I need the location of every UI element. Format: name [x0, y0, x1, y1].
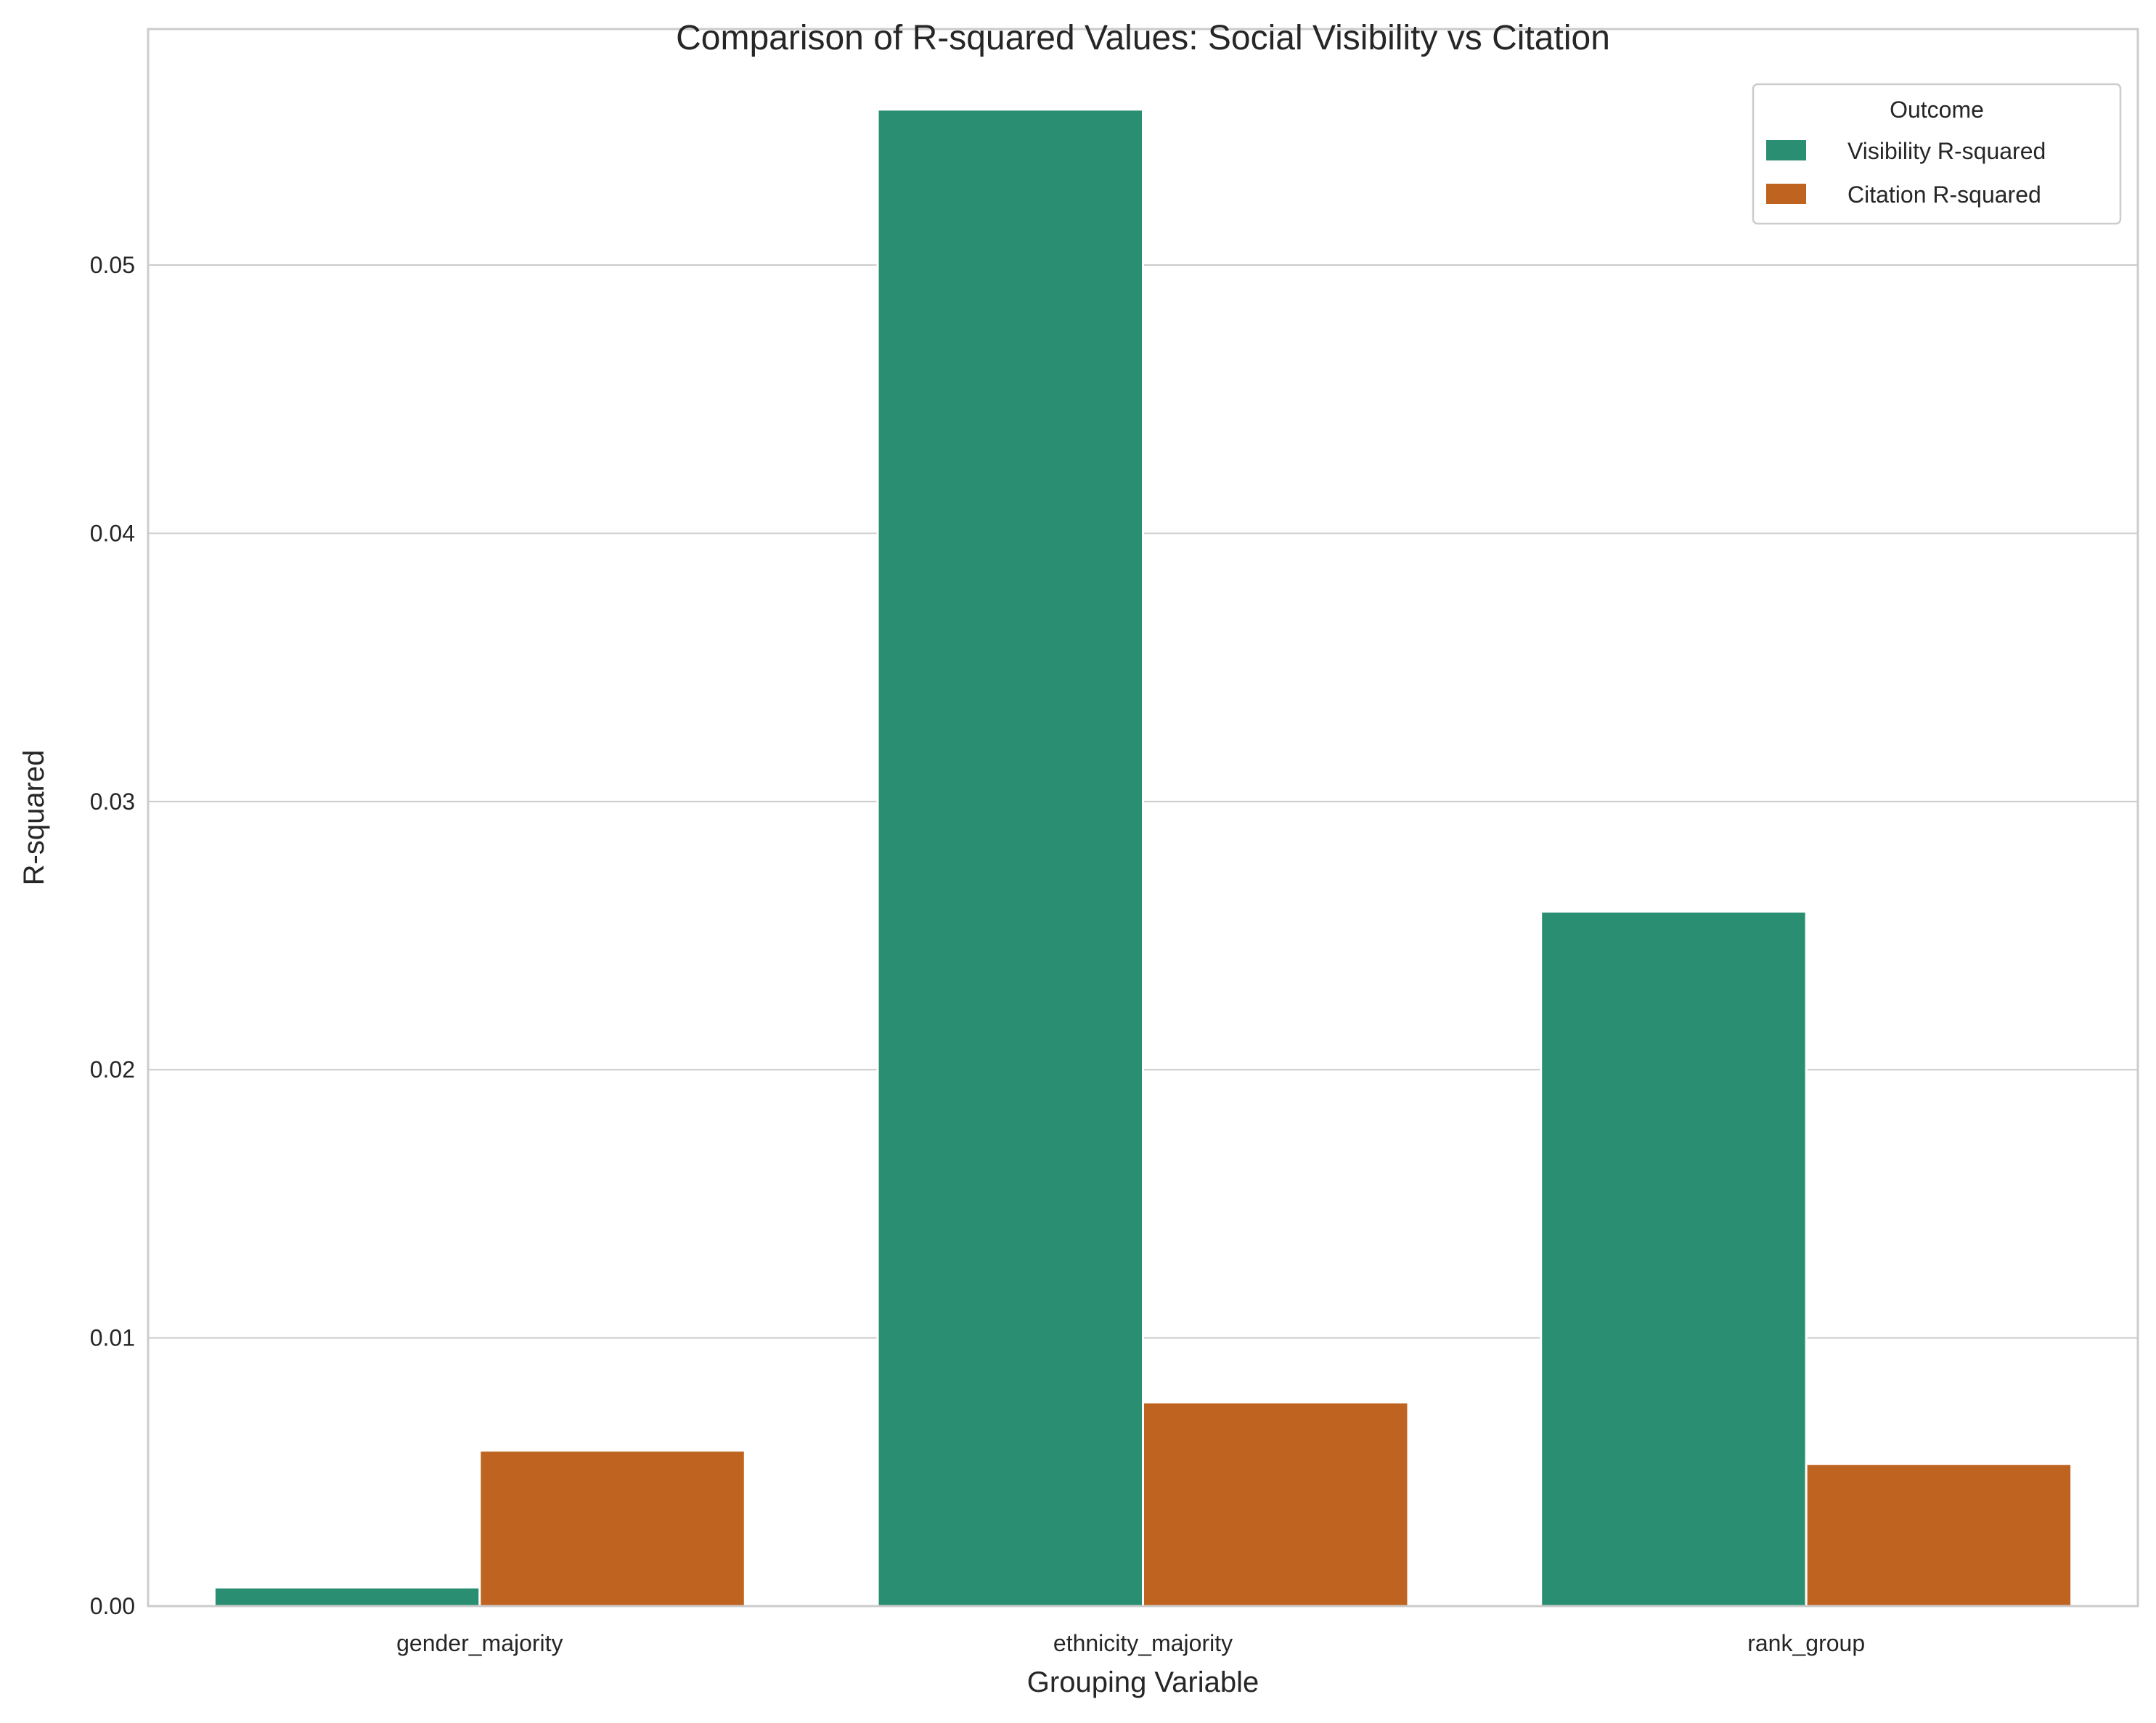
- legend-title: Outcome: [1890, 97, 1984, 123]
- y-tick-label: 0.04: [90, 520, 135, 546]
- legend-label: Citation R-squared: [1847, 182, 2041, 208]
- plot-frame: [147, 28, 2139, 1608]
- y-tick-label: 0.02: [90, 1056, 135, 1083]
- x-tick-label: ethnicity_majority: [1053, 1630, 1233, 1656]
- y-tick-label: 0.05: [90, 252, 135, 278]
- bar: [213, 1586, 481, 1608]
- legend-swatch: [1766, 140, 1806, 160]
- y-tick-label: 0.00: [90, 1593, 135, 1619]
- x-axis-title: Grouping Variable: [1027, 1666, 1259, 1698]
- legend-swatch: [1766, 184, 1806, 204]
- bar: [1540, 910, 1808, 1608]
- chart-title: Comparison of R-squared Values: Social V…: [676, 19, 1610, 57]
- y-tick-label: 0.03: [90, 789, 135, 815]
- legend-box: [1752, 83, 2122, 225]
- bar: [1805, 1462, 2073, 1608]
- legend-items: Visibility R-squared Citation R-squared: [1766, 138, 2046, 208]
- y-tick-label: 0.01: [90, 1325, 135, 1351]
- y-axis-title: R-squared: [18, 750, 50, 886]
- x-tick-label: gender_majority: [396, 1630, 563, 1656]
- bar: [876, 108, 1144, 1608]
- y-tick-labels: 0.00 0.01 0.02 0.03 0.04 0.05: [90, 252, 135, 1619]
- x-tick-labels: gender_majority ethnicity_majority rank_gr…: [396, 1630, 1865, 1656]
- bar: [1142, 1401, 1410, 1608]
- legend-label: Visibility R-squared: [1847, 138, 2046, 164]
- x-tick-label: rank_group: [1747, 1630, 1865, 1656]
- bars: [213, 108, 2073, 1608]
- bar: [478, 1449, 746, 1608]
- legend: Outcome Visibility R-squared Citation R-s…: [1752, 83, 2122, 225]
